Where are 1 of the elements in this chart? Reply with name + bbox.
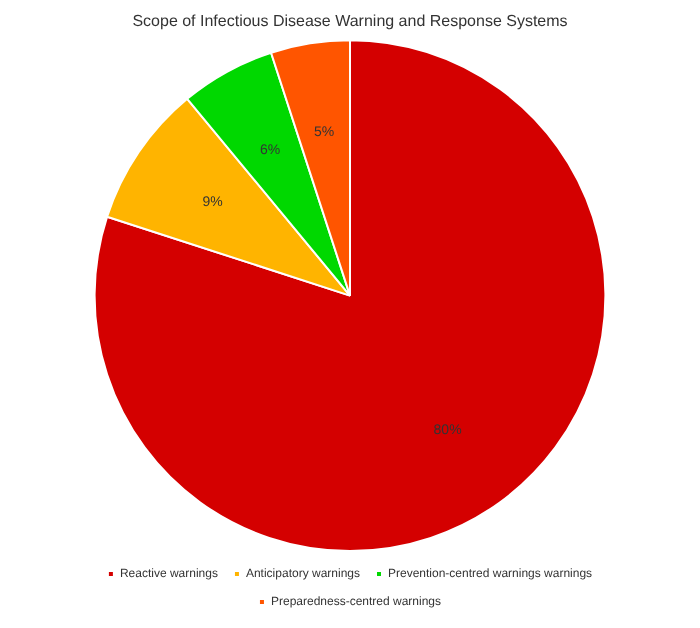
chart-title: Scope of Infectious Disease Warning and Response Systems — [132, 12, 568, 31]
